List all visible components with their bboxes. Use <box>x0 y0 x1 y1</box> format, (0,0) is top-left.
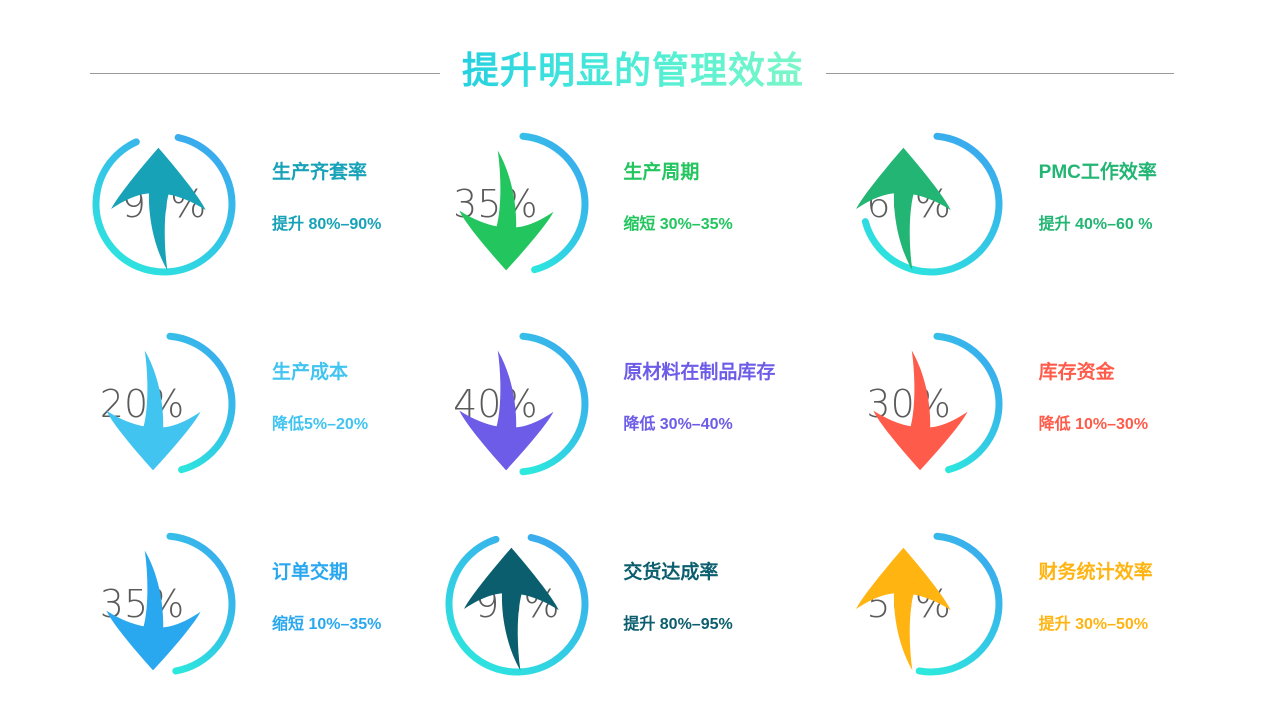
metric-subtitle: 缩短 30%–35% <box>623 215 733 233</box>
metric-card[interactable]: 35% 订单交期缩短 10%–35% <box>0 518 421 718</box>
metric-title: 财务统计效率 <box>1038 562 1153 583</box>
metric-card[interactable]: 35% 生产周期缩短 30%–35% <box>421 118 842 318</box>
metric-title: 生产周期 <box>623 162 700 183</box>
metric-labels: 生产成本降低5%–20% <box>272 362 368 434</box>
metric-labels: 订单交期缩短 10%–35% <box>272 562 381 634</box>
arrow-up-icon <box>855 547 951 671</box>
metric-title: 订单交期 <box>272 562 349 583</box>
metric-title: 原材料在制品库存 <box>623 362 776 383</box>
header-rule-right <box>826 72 1174 74</box>
donut-arc <box>445 533 589 676</box>
arrow-down-icon <box>459 150 554 271</box>
donut-arc <box>933 332 1003 474</box>
arrow-down-icon <box>459 350 554 471</box>
donut-gauge: 40% <box>439 326 595 482</box>
metric-card[interactable]: 20% 生产成本降低5%–20% <box>0 318 421 518</box>
donut-center: 35% <box>64 526 220 682</box>
metric-title: 生产成本 <box>272 362 349 383</box>
metric-subtitle: 提升 40%–60 % <box>1038 215 1153 233</box>
header-rule-left <box>90 72 440 74</box>
metric-card[interactable]: 40% 原材料在制品库存 降低 30%–40% <box>421 318 842 518</box>
metric-subtitle: 提升 30%–50% <box>1038 615 1149 633</box>
metric-subtitle: 降低 30%–40% <box>623 415 733 433</box>
donut-gauge: 30% <box>853 326 1009 482</box>
metric-labels: PMC工作效率 提升 40%–60 % <box>1039 162 1157 234</box>
arrow-down-icon <box>872 350 968 471</box>
metric-subtitle: 提升 80%–95% <box>623 615 733 633</box>
donut-center: 95% <box>439 526 595 682</box>
page-header: 提升明显的管理效益 <box>0 44 1264 102</box>
metric-title: 交货达成率 <box>623 562 719 583</box>
arrow-down-icon <box>106 550 201 671</box>
metric-card[interactable]: 30% 库存资金降低 10%–30% <box>843 318 1264 518</box>
arrow-down-icon <box>106 350 201 471</box>
donut-gauge: 35% <box>439 126 595 282</box>
arrow-up-icon <box>855 147 951 271</box>
donut-center: 90% <box>86 126 242 282</box>
metric-labels: 生产周期缩短 30%–35% <box>623 162 732 234</box>
donut-center: 50% <box>831 526 987 682</box>
metric-labels: 财务统计效率 提升 30%–50% <box>1039 562 1153 634</box>
donut-gauge: 20% <box>86 326 242 482</box>
donut-center: 30% <box>831 326 987 482</box>
donut-center: 40% <box>417 326 573 482</box>
arrow-up-icon <box>111 147 206 271</box>
donut-arc <box>92 133 236 276</box>
donut-center: 60% <box>831 126 987 282</box>
donut-gauge: 50% <box>853 526 1009 682</box>
donut-gauge: 95% <box>439 526 595 682</box>
metric-title: PMC工作效率 <box>1038 162 1157 183</box>
metric-labels: 库存资金降低 10%–30% <box>1039 362 1148 434</box>
donut-arc <box>166 532 236 675</box>
donut-gauge: 60% <box>853 126 1009 282</box>
donut-center: 20% <box>64 326 220 482</box>
metric-labels: 交货达成率提升 80%–95% <box>623 562 732 634</box>
metric-subtitle: 降低5%–20% <box>272 415 369 433</box>
donut-arc <box>861 132 1003 276</box>
metric-subtitle: 提升 80%–90% <box>272 215 382 233</box>
metric-subtitle: 缩短 10%–35% <box>272 615 382 633</box>
donut-arc <box>519 332 589 476</box>
page-title: 提升明显的管理效益 <box>462 50 804 96</box>
arrow-up-icon <box>464 547 560 671</box>
metric-labels: 原材料在制品库存 降低 30%–40% <box>623 362 775 434</box>
metric-labels: 生产齐套率提升 80%–90% <box>272 162 381 234</box>
donut-arc <box>519 132 589 274</box>
donut-gauge: 90% <box>86 126 242 282</box>
metric-title: 库存资金 <box>1038 362 1115 383</box>
donut-arc <box>166 332 236 474</box>
metric-title: 生产齐套率 <box>272 162 368 183</box>
donut-arc <box>915 532 1003 676</box>
metric-subtitle: 降低 10%–30% <box>1038 415 1149 433</box>
donut-center: 35% <box>417 126 573 282</box>
donut-gauge: 35% <box>86 526 242 682</box>
